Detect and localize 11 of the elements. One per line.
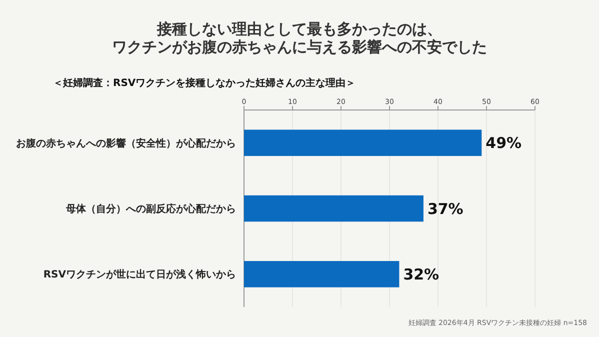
chart-subtitle: ＜妊婦調査：RSVワクチンを接種しなかった妊婦さんの主な理由＞ (53, 77, 356, 89)
y-tick-label: RSVワクチンが世に出て日が浅く怖いから (43, 268, 236, 281)
chart-title: 接種しない理由として最も多かったのは、ワクチンがお腹の赤ちゃんに与える影響への不安でした (112, 20, 487, 56)
bar (244, 130, 482, 156)
bar (244, 261, 400, 288)
data-label: 49% (486, 134, 522, 152)
bar (244, 195, 424, 222)
data-label: 37% (427, 200, 464, 218)
data-label: 32% (403, 265, 440, 284)
y-tick-label: 母体（自分）への副反応が心配だから (65, 203, 236, 215)
y-tick-label: お腹の赤ちゃんへの影響（安全性）が心配だから (16, 137, 236, 150)
